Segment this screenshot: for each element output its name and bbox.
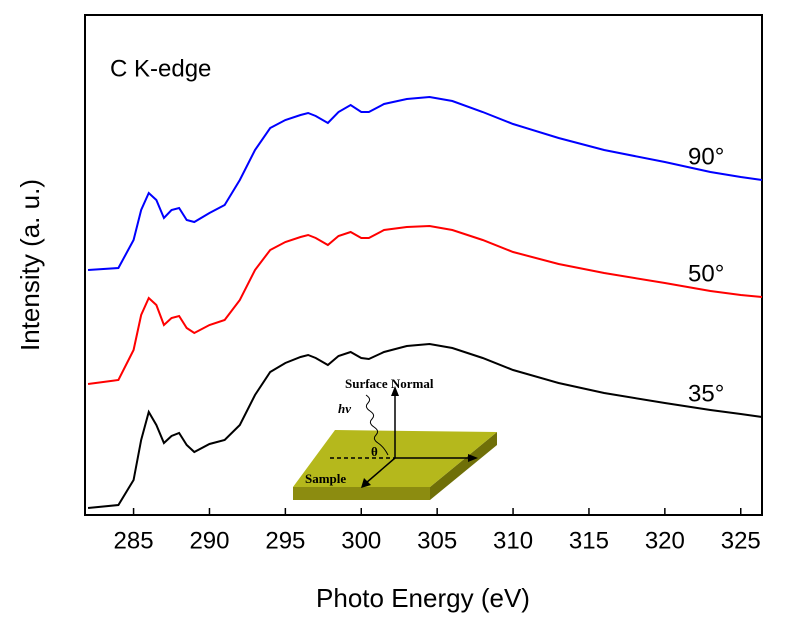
x-tick-label: 290 xyxy=(189,527,229,554)
slab-side xyxy=(430,432,497,500)
inset-label: Surface Normal xyxy=(345,376,434,391)
x-tick-label: 310 xyxy=(493,527,533,554)
curves xyxy=(87,95,763,509)
series-line xyxy=(87,224,763,385)
x-tick-label: 305 xyxy=(417,527,457,554)
series-line xyxy=(87,342,763,509)
arrow-head xyxy=(391,386,399,396)
inset-label: θ xyxy=(371,444,378,459)
inset-label: Sample xyxy=(305,471,346,486)
slab-front xyxy=(293,487,430,500)
x-tick-label: 315 xyxy=(569,527,609,554)
series-line xyxy=(87,95,763,271)
inset-label: hv xyxy=(338,401,351,416)
arrow-head xyxy=(361,478,371,488)
photon-wave xyxy=(365,394,389,456)
y-axis-label: Intensity (a. u.) xyxy=(15,179,45,351)
series-label: 50° xyxy=(688,260,724,287)
x-axis-label: Photo Energy (eV) xyxy=(316,583,530,613)
axis-arrow xyxy=(365,457,396,484)
inset-diagram: Surface Normal hv θ Sample xyxy=(293,376,497,500)
plot-frame xyxy=(84,14,763,516)
x-tick-label: 320 xyxy=(645,527,685,554)
series-label: 90° xyxy=(688,143,724,170)
x-tick-label: 300 xyxy=(341,527,381,554)
arrow-head xyxy=(468,454,478,462)
x-tick-label: 285 xyxy=(114,527,154,554)
series-label: 35° xyxy=(688,380,724,407)
x-tick-label: 325 xyxy=(721,527,761,554)
annotation: C K-edge xyxy=(110,55,211,82)
x-tick-label: 295 xyxy=(265,527,305,554)
